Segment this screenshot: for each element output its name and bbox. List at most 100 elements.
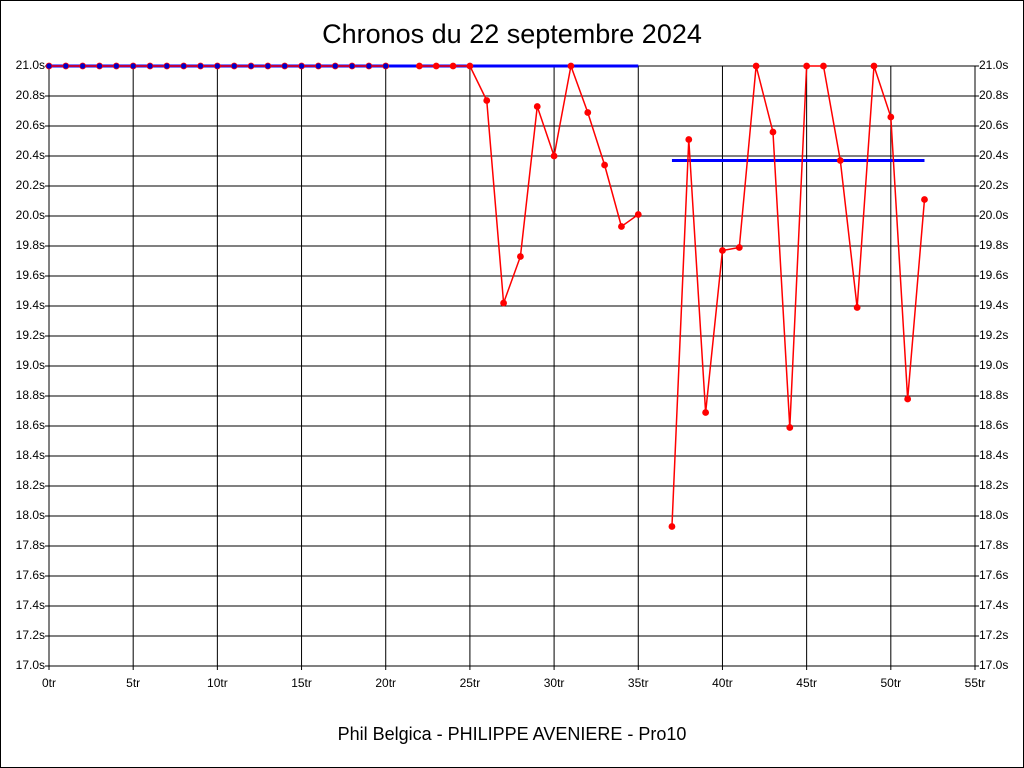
x-tick-label: 10tr	[207, 676, 228, 690]
y2-tick-label: 20.4s	[979, 148, 1008, 162]
data-point	[786, 424, 794, 431]
x-tick-label: 15tr	[291, 676, 312, 690]
data-point	[685, 136, 693, 143]
data-point	[702, 409, 710, 416]
data-point	[483, 97, 491, 104]
y-tick-label: 17.2s	[16, 628, 45, 642]
y-tick-label: 18.8s	[16, 388, 45, 402]
data-point	[735, 244, 743, 251]
y2-tick-label: 18.8s	[979, 388, 1008, 402]
data-point	[348, 62, 356, 70]
data-point	[820, 62, 827, 70]
data-point	[213, 62, 221, 70]
data-point	[870, 62, 878, 70]
y2-tick-label: 17.6s	[979, 568, 1008, 582]
y-tick-label: 20.8s	[16, 88, 45, 102]
y2-tick-label: 18.6s	[979, 418, 1008, 432]
data-point	[298, 62, 305, 70]
x-tick-label: 5tr	[126, 676, 140, 690]
data-point	[752, 62, 760, 70]
y2-tick-label: 19.4s	[979, 298, 1008, 312]
y-tick-label: 21.0s	[16, 58, 45, 72]
data-point	[281, 62, 289, 70]
y-tick-label: 18.0s	[16, 508, 45, 522]
data-point	[517, 253, 524, 260]
x-tick-label: 45tr	[796, 676, 817, 690]
y2-tick-label: 20.0s	[979, 208, 1008, 222]
data-point	[264, 62, 272, 70]
data-point	[853, 304, 861, 311]
y-tick-label: 20.6s	[16, 118, 45, 132]
data-point	[163, 62, 171, 70]
y2-tick-label: 20.2s	[979, 178, 1008, 192]
data-point	[466, 62, 474, 70]
data-point	[836, 157, 844, 164]
x-tick-label: 50tr	[880, 676, 901, 690]
data-point	[432, 62, 440, 70]
data-point	[533, 103, 541, 110]
y-tick-label: 20.4s	[16, 148, 45, 162]
data-point	[567, 62, 575, 70]
data-point	[365, 62, 373, 70]
x-tick-label: 35tr	[628, 676, 649, 690]
y2-tick-label: 18.2s	[979, 478, 1008, 492]
y-tick-label: 17.0s	[16, 658, 45, 672]
data-point	[96, 62, 103, 70]
data-point	[668, 523, 676, 530]
y2-tick-label: 19.6s	[979, 268, 1008, 282]
data-point	[921, 196, 928, 203]
y2-tick-label: 20.8s	[979, 88, 1008, 102]
y-tick-label: 19.2s	[16, 328, 45, 342]
y2-tick-label: 18.4s	[979, 448, 1008, 462]
x-tick-label: 40tr	[712, 676, 733, 690]
data-point	[129, 62, 137, 70]
y2-tick-label: 17.8s	[979, 538, 1008, 552]
data-point	[62, 62, 70, 70]
y-tick-label: 19.8s	[16, 238, 45, 252]
data-point	[584, 109, 592, 116]
x-tick-label: 30tr	[544, 676, 565, 690]
y-tick-label: 17.4s	[16, 598, 45, 612]
data-point	[146, 62, 154, 70]
y2-tick-label: 17.0s	[979, 658, 1008, 672]
y2-tick-label: 17.4s	[979, 598, 1008, 612]
data-point	[230, 62, 238, 70]
y-tick-label: 20.0s	[16, 208, 45, 222]
data-point	[197, 62, 204, 70]
data-point	[803, 62, 811, 70]
x-tick-label: 0tr	[42, 676, 56, 690]
y2-tick-label: 20.6s	[979, 118, 1008, 132]
data-point	[382, 62, 390, 70]
data-point	[769, 128, 777, 136]
y2-tick-label: 19.0s	[979, 358, 1008, 372]
y2-tick-label: 21.0s	[979, 58, 1008, 72]
data-point	[887, 113, 895, 121]
data-point	[618, 223, 625, 230]
y-tick-label: 17.6s	[16, 568, 45, 582]
y-tick-label: 20.2s	[16, 178, 45, 192]
y2-tick-label: 17.2s	[979, 628, 1008, 642]
data-point	[180, 62, 188, 70]
data-point	[45, 62, 53, 70]
y-tick-label: 17.8s	[16, 538, 45, 552]
y-tick-label: 18.6s	[16, 418, 45, 432]
chart-title: Chronos du 22 septembre 2024	[322, 19, 702, 49]
y-tick-label: 19.4s	[16, 298, 45, 312]
data-point	[314, 62, 322, 70]
data-point	[904, 395, 912, 403]
y-tick-label: 18.2s	[16, 478, 45, 492]
y2-tick-label: 18.0s	[979, 508, 1008, 522]
x-tick-label: 55tr	[965, 676, 986, 690]
data-point	[500, 299, 507, 307]
y-tick-label: 19.6s	[16, 268, 45, 282]
x-tick-label: 25tr	[460, 676, 481, 690]
data-point	[247, 62, 255, 70]
data-point	[449, 62, 457, 70]
y-tick-label: 19.0s	[16, 358, 45, 372]
data-point	[415, 62, 423, 70]
data-point	[601, 161, 608, 169]
y2-tick-label: 19.8s	[979, 238, 1008, 252]
data-point	[634, 211, 642, 218]
